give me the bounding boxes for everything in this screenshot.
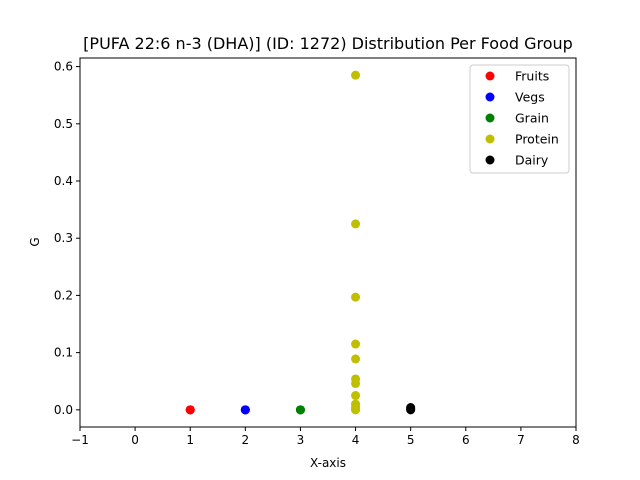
data-point-protein — [351, 70, 361, 80]
y-tick-label: 0.5 — [54, 117, 73, 131]
data-point-protein — [351, 219, 361, 229]
x-tick-label: 1 — [186, 433, 194, 447]
y-tick-label: 0.4 — [54, 174, 73, 188]
data-point-protein — [351, 391, 361, 401]
chart-title: [PUFA 22:6 n-3 (DHA)] (ID: 1272) Distrib… — [83, 34, 573, 53]
series-vegs — [240, 405, 250, 415]
y-tick-label: 0.2 — [54, 288, 73, 302]
x-tick-label: 3 — [297, 433, 305, 447]
y-tick-label: 0.0 — [54, 403, 73, 417]
x-tick-label: −1 — [71, 433, 89, 447]
x-tick-label: 0 — [131, 433, 139, 447]
legend-marker-protein — [485, 134, 495, 144]
legend-box — [469, 64, 570, 174]
data-point-grain — [295, 405, 305, 415]
data-point-protein — [351, 292, 361, 302]
x-tick-label: 7 — [517, 433, 525, 447]
series-protein — [351, 70, 361, 415]
data-point-fruits — [185, 405, 195, 415]
legend-label-grain: Grain — [515, 111, 549, 126]
data-point-dairy — [406, 405, 416, 415]
data-point-vegs — [240, 405, 250, 415]
y-tick-label: 0.1 — [54, 346, 73, 360]
x-tick-label: 6 — [462, 433, 470, 447]
plot-area — [185, 70, 416, 415]
data-point-protein — [351, 339, 361, 349]
data-point-protein — [351, 379, 361, 389]
x-tick-label: 4 — [352, 433, 360, 447]
legend-label-fruits: Fruits — [515, 69, 549, 84]
y-tick-label: 0.3 — [54, 231, 73, 245]
legend-marker-dairy — [485, 155, 495, 165]
y-tick-label: 0.6 — [54, 60, 73, 74]
series-grain — [295, 405, 305, 415]
y-axis-label: G — [28, 237, 42, 246]
plot-frame — [79, 57, 577, 428]
x-tick-label: 8 — [572, 433, 580, 447]
x-tick-label: 2 — [242, 433, 250, 447]
x-axis: −1 0 1 2 3 4 5 6 7 8 — [71, 427, 580, 447]
series-dairy — [406, 403, 416, 415]
legend-label-dairy: Dairy — [515, 153, 549, 168]
series-fruits — [185, 405, 195, 415]
legend-marker-grain — [485, 113, 495, 123]
legend-marker-fruits — [485, 71, 495, 81]
data-point-protein — [351, 405, 361, 415]
x-axis-label: X-axis — [310, 456, 346, 470]
legend-marker-vegs — [485, 92, 495, 102]
x-tick-label: 5 — [407, 433, 415, 447]
legend-label-protein: Protein — [515, 132, 559, 147]
y-axis: 0.0 0.1 0.2 0.3 0.4 0.5 0.6 — [54, 60, 80, 417]
data-point-protein — [351, 354, 361, 364]
legend: Fruits Vegs Grain Protein Dairy — [469, 64, 570, 174]
legend-label-vegs: Vegs — [515, 90, 545, 105]
